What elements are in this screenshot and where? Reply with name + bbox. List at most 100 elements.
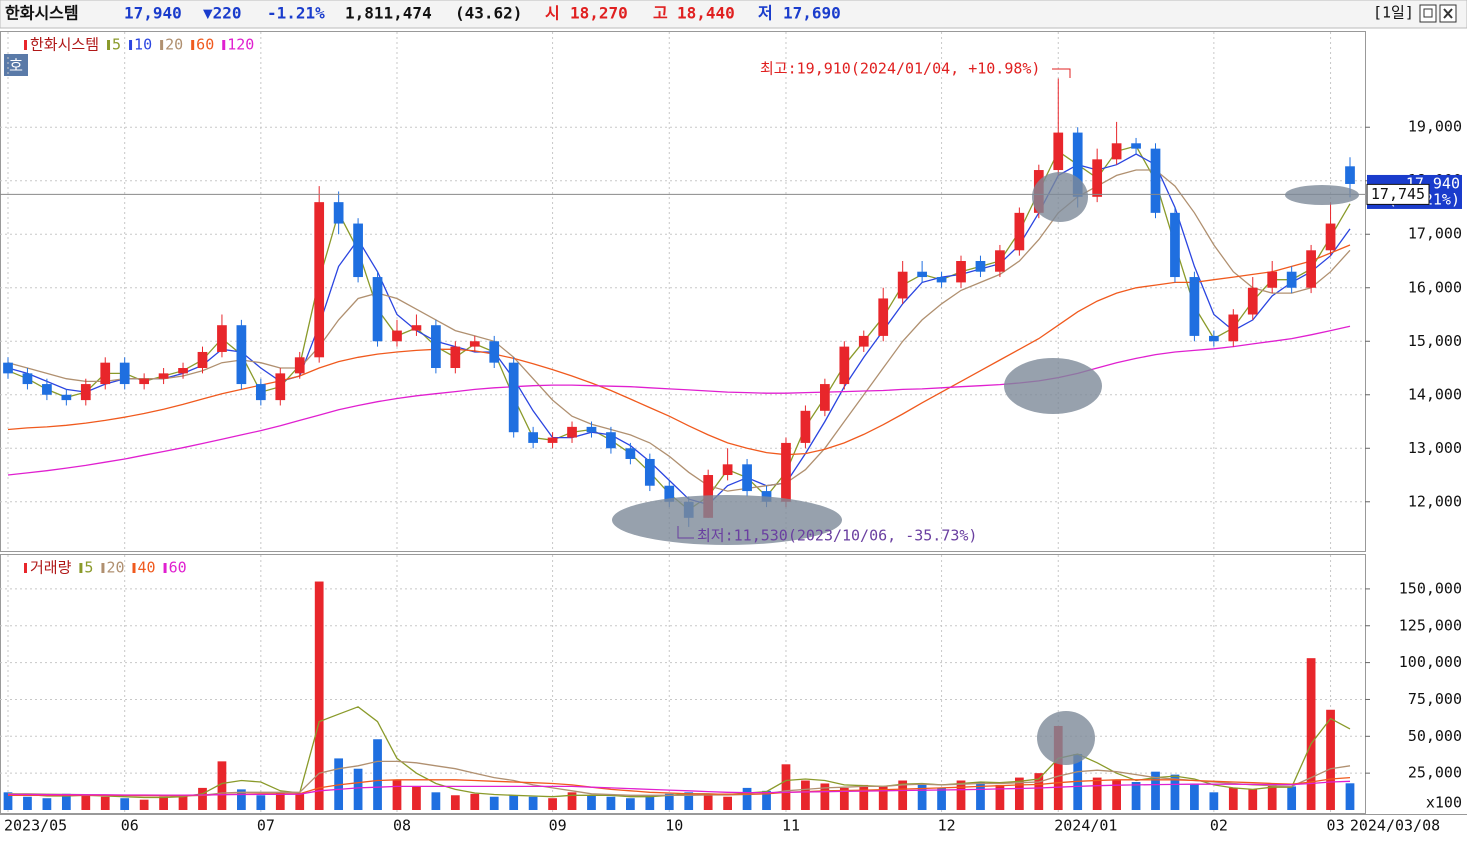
candle-body [1247,287,1258,315]
volume-bar [1190,783,1199,810]
crosshair-box [1366,183,1430,205]
volume-bar [626,798,635,810]
candle-body [606,432,616,449]
x-tick-label: 10 [665,817,683,835]
candle-body [197,351,208,369]
ma-line [7,706,1351,799]
volume-bar [392,780,402,810]
candle-body [1345,166,1355,184]
ma-line [7,145,1351,511]
volume-bar [548,798,557,810]
volume-bar [781,764,791,810]
period-button[interactable]: [1일] [1373,4,1414,22]
volume-bar [1112,780,1121,810]
y-tick-label: 25,000 [1408,764,1462,782]
candle-body [450,346,461,369]
x-tick-label: 03 [1327,817,1345,835]
volume-bar [120,798,130,810]
volume-bar [1306,658,1316,810]
candle-body [353,223,363,278]
price: 17,940 [124,4,182,23]
candle-body [80,384,91,401]
ma-line [8,780,1351,796]
legend-swatch [132,563,136,573]
volume-bar [801,780,810,810]
candle-body [314,202,325,358]
candle-body [411,325,422,331]
candle-body [528,432,538,443]
volume-bar [334,758,344,810]
highlight [1037,711,1095,765]
volume-bar [1170,774,1180,810]
candle-body [469,341,480,347]
header: 한화시스템 17,940 ▼220 -1.21% 1,811,474 (43.6… [5,4,841,23]
high: 18,440 [677,4,735,23]
low-annotation: 최저:11,530(2023/10/06, -35.73%) [697,527,977,545]
low-arrow [677,526,694,539]
candle-body [1325,223,1336,251]
x-tick-label: 08 [393,817,411,835]
y-tick-label: 12,000 [1408,492,1462,510]
volume-bar [353,768,363,810]
legend-entry: 10 [134,36,152,54]
ma-line [7,244,1351,456]
volume-bar [509,795,519,810]
candle-body [917,271,927,278]
volume-bar [1053,725,1063,810]
candle-body [489,341,500,363]
volume-bar [42,798,52,810]
candle-body [897,271,908,299]
candle-body [431,325,441,369]
marks: 2023/05 06 07 08 09 10 11 12 2024/01 02 03 12,000 13… [0,32,1462,835]
candle-body [1189,277,1200,336]
candle-body [392,330,402,342]
volume-bar [742,787,752,810]
legend-swatch [129,40,133,50]
legend-entry: 40 [138,559,156,577]
volume-bar [295,793,305,810]
volume-bar [606,796,616,810]
volume-bar [256,795,266,810]
y-tick-label: 15,000 [1408,332,1462,350]
candle-body [742,464,752,492]
candle-body [178,368,188,374]
candle-body [1053,132,1064,171]
open-label: 시 [545,4,560,23]
candle-body [858,335,869,347]
candle-body [236,325,247,385]
candle-body [975,261,986,272]
legend-entry: 60 [196,36,214,54]
y-tick-label: 13,000 [1408,439,1462,457]
volume-bar [528,796,538,810]
legend-swatch [24,563,27,573]
volume-bar [878,786,888,810]
volume-bar [587,795,596,810]
quote-button[interactable] [4,54,28,76]
volume-bar [1345,783,1355,810]
y-tick-label: 17,000 [1408,225,1462,243]
legend-swatch [160,40,164,50]
y-tick-label: 150,000 [1399,579,1462,597]
y-tick-label: 50,000 [1408,727,1462,745]
low: 17,690 [783,4,841,23]
volume-bar [1326,709,1335,810]
volume-bar [995,784,1005,810]
maximize-button[interactable] [1419,4,1437,23]
volume-bar [1267,784,1277,810]
candle-body [936,277,947,283]
volume-bar [198,787,207,810]
volume-bar [723,796,732,810]
candle-body [139,378,150,385]
change-pct: -1.21% [267,4,325,23]
candle-body [1306,250,1316,288]
legend-swatch [163,563,167,573]
x-tick-label: 02 [1210,817,1228,835]
legend-entry: 5 [112,36,121,54]
volume-bar [3,792,13,810]
candle-body [255,384,266,401]
ma-line [8,776,1351,797]
volume-bar [275,792,285,810]
candle-body [820,384,830,411]
x-tick-label: 2024/01 [1054,817,1117,835]
